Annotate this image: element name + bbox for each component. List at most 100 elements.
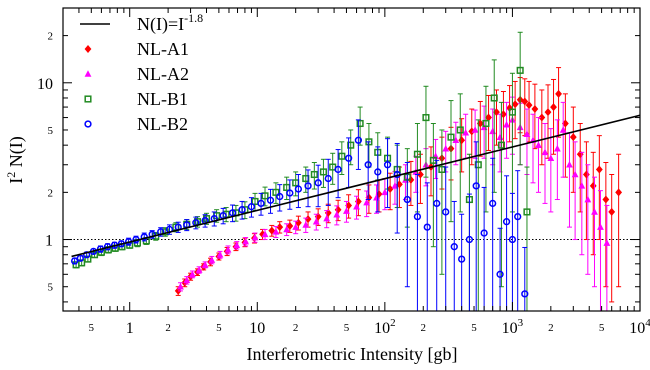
data-point [525,101,533,110]
data-point [547,154,555,162]
data-point [502,218,511,226]
data-point [571,170,579,178]
x-tick-label: 103 [502,317,524,337]
data-point [391,182,399,189]
data-point [465,235,474,244]
data-point [251,197,259,205]
x-minor-tick-label: 2 [548,322,554,334]
data-point [422,114,430,122]
data-point [304,215,312,224]
data-point [375,190,383,199]
legend-marker-swatch [84,120,92,128]
x-minor-tick-label: 2 [293,322,299,334]
data-point [489,199,497,208]
data-point [602,195,610,204]
data-point [302,221,310,228]
data-point [569,133,577,142]
data-point [261,192,269,200]
data-point [84,255,92,263]
data-point [595,165,603,174]
x-tick-label: 10 [249,320,265,337]
data-point [261,230,269,238]
x-minor-tick-label: 5 [599,322,605,334]
data-point [319,168,327,176]
data-point [535,141,542,148]
data-point [603,239,611,246]
data-point [334,205,342,214]
data-point [272,188,280,196]
data-point [456,126,464,134]
data-point [438,165,446,173]
data-point [70,257,79,265]
data-point [559,126,567,133]
data-point [514,212,522,221]
x-tick-label: 1 [126,320,134,337]
data-point [276,192,284,201]
data-point [242,237,250,245]
data-point [323,214,331,222]
data-point [324,174,332,183]
data-point [490,94,498,102]
data-point [294,185,303,193]
y-minor-tick-label: 2 [48,187,54,199]
data-point [433,199,441,208]
data-point [452,136,460,144]
data-point [364,161,372,169]
data-point [472,182,480,190]
data-point [208,256,216,263]
data-point [413,150,421,158]
data-point [578,182,586,189]
data-point [538,113,546,122]
data-point [521,290,529,298]
legend-item: N(I)=I-1.8 [80,11,203,35]
data-point [584,195,592,203]
data-point [474,161,482,169]
legend-item: NL-A2 [84,64,189,84]
data-point [334,165,342,174]
legend-label: NL-A2 [137,64,189,84]
data-point [338,152,346,160]
data-point [531,105,539,114]
data-point [374,168,382,176]
data-point [292,223,300,230]
data-point [497,141,505,149]
legend-item: NL-A1 [84,39,189,59]
legend-marker-swatch [84,95,92,103]
data-point [442,144,450,152]
data-point [247,203,256,211]
data-point [356,119,364,128]
data-point [521,97,529,106]
plot-frame [62,7,641,312]
x-minor-tick-label: 5 [216,322,222,334]
data-point [312,217,320,225]
data-point [347,141,355,149]
data-point [333,210,341,218]
x-minor-tick-label: 5 [471,322,477,334]
data-point [523,130,531,137]
data-point [233,241,241,249]
data-point [608,207,616,216]
y-minor-tick-label: 5 [48,282,54,294]
data-point [83,251,91,259]
data-point [450,243,458,251]
data-point [302,174,310,183]
data-point [201,260,209,268]
axes: 1 10 102 103 104 5 2 5 2 5 2 5 2 5 1 10 5 2 5 2 [37,7,650,337]
data-point [417,170,424,179]
data-point [462,128,470,136]
data-point [576,150,584,159]
data-point [238,206,246,214]
data-point [413,212,422,221]
data-point [314,179,322,187]
data-point [489,127,497,135]
data-point [458,136,466,145]
plot-border [62,7,641,312]
data-point [216,250,224,258]
data-point [480,229,488,237]
data-point [447,133,455,141]
data-point [550,103,557,112]
data-point [516,66,524,74]
data-point [381,188,389,196]
data-point [541,148,549,156]
x-minor-tick-label: 2 [165,322,171,334]
